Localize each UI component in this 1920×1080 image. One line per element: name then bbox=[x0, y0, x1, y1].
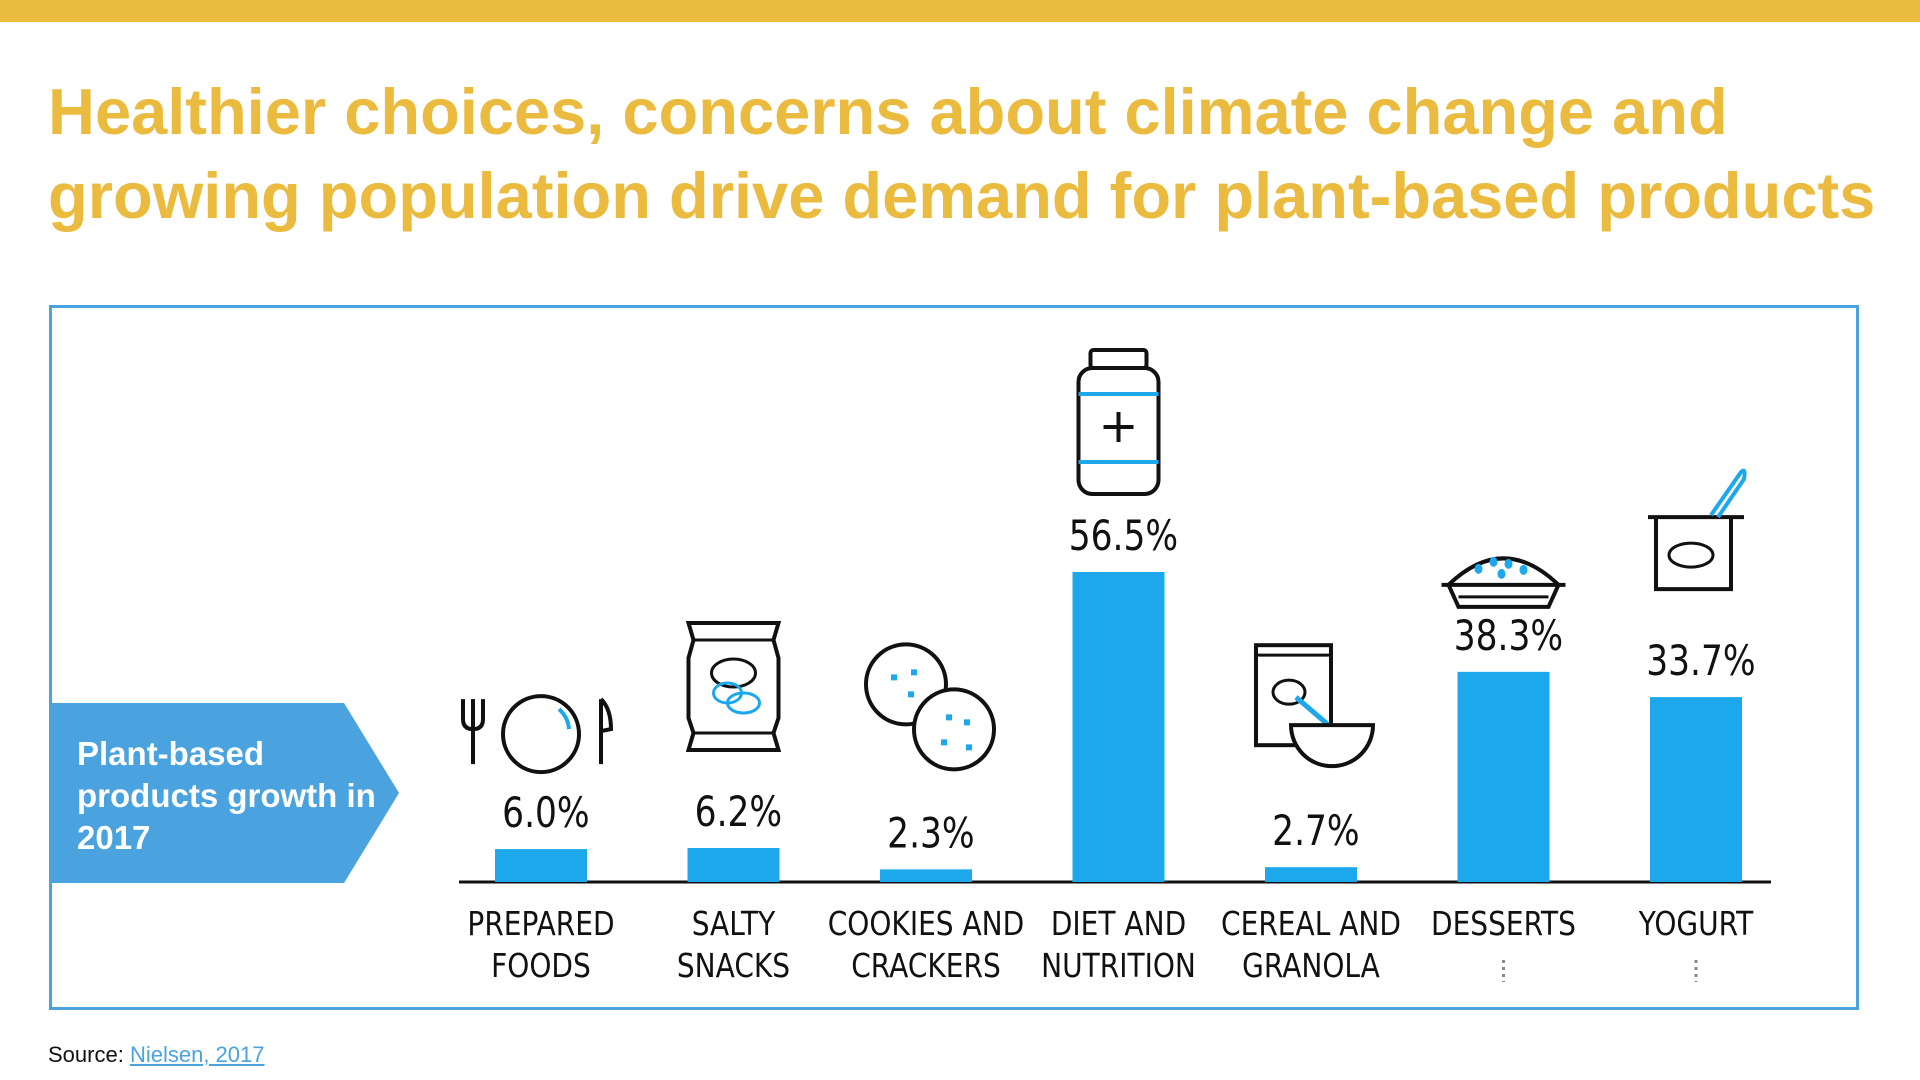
bar-0 bbox=[495, 849, 587, 882]
category-label: SALTY bbox=[692, 906, 776, 944]
bar-value-label: 33.7% bbox=[1646, 637, 1755, 686]
category-label: PREPARED bbox=[467, 906, 614, 944]
bar-3 bbox=[1072, 572, 1165, 882]
bar-value-label: 6.2% bbox=[695, 788, 782, 837]
bar-value-label: 2.7% bbox=[1272, 807, 1359, 856]
bar-2 bbox=[880, 869, 972, 882]
title-line-2: growing population drive demand for plan… bbox=[48, 159, 1876, 232]
chart-callout: Plant-based products growth in 2017 bbox=[49, 703, 399, 883]
category-label: CEREAL AND bbox=[1221, 906, 1401, 944]
category-label: SNACKS bbox=[677, 948, 790, 986]
pie-icon bbox=[1441, 556, 1566, 609]
bar-4 bbox=[1265, 867, 1357, 882]
category-label: YOGURT bbox=[1638, 906, 1754, 944]
yogurt-cup-icon bbox=[1648, 468, 1747, 592]
source-link[interactable]: Nielsen, 2017 bbox=[129, 1042, 265, 1067]
category-label: CRACKERS bbox=[851, 948, 1001, 986]
source-label: Source: bbox=[48, 1042, 124, 1067]
bar-value-label: 38.3% bbox=[1454, 612, 1563, 661]
category-label: COOKIES AND bbox=[828, 906, 1025, 944]
top-accent-bar bbox=[0, 0, 1920, 22]
bar-value-label: 2.3% bbox=[887, 809, 974, 858]
category-label: DESSERTS bbox=[1431, 906, 1576, 944]
category-label: DIET AND bbox=[1051, 906, 1186, 944]
category-label: GRANOLA bbox=[1242, 948, 1380, 986]
bar-value-label: 56.5% bbox=[1069, 512, 1178, 561]
cereal-bowl-icon bbox=[1254, 643, 1376, 769]
callout-arrow-shape bbox=[49, 703, 399, 883]
category-label: NUTRITION bbox=[1041, 948, 1196, 986]
supplement-jar-icon bbox=[1076, 348, 1161, 496]
cookies-icon bbox=[864, 642, 996, 772]
chart-frame bbox=[49, 305, 1859, 1010]
title-line-1: Healthier choices, concerns about climat… bbox=[48, 75, 1728, 148]
plate-fork-knife-icon bbox=[461, 694, 614, 775]
bar-6 bbox=[1650, 697, 1742, 882]
bar-1 bbox=[687, 847, 780, 882]
page-title: Healthier choices, concerns about climat… bbox=[48, 70, 1898, 238]
bar-5 bbox=[1457, 671, 1550, 882]
source-line: Source: Nielsen, 2017 bbox=[48, 1042, 265, 1068]
callout-text: Plant-based products growth in 2017 bbox=[77, 735, 376, 856]
category-label: FOODS bbox=[491, 948, 591, 986]
chips-bag-icon bbox=[685, 620, 782, 752]
bar-value-label: 6.0% bbox=[502, 789, 589, 838]
